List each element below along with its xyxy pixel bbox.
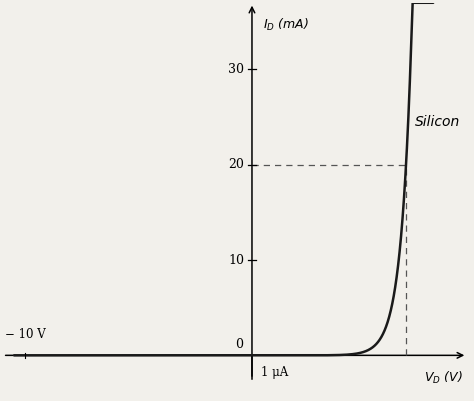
Text: $I_D$ (mA): $I_D$ (mA) (263, 17, 309, 33)
Text: 1 μA: 1 μA (261, 366, 288, 379)
Text: − 10 V: − 10 V (5, 328, 46, 341)
Text: $V_D$ (V): $V_D$ (V) (424, 370, 463, 386)
Text: Silicon: Silicon (415, 115, 460, 129)
Text: 30: 30 (228, 63, 244, 76)
Text: 20: 20 (228, 158, 244, 171)
Text: 10: 10 (228, 253, 244, 267)
Text: 0: 0 (235, 338, 243, 350)
